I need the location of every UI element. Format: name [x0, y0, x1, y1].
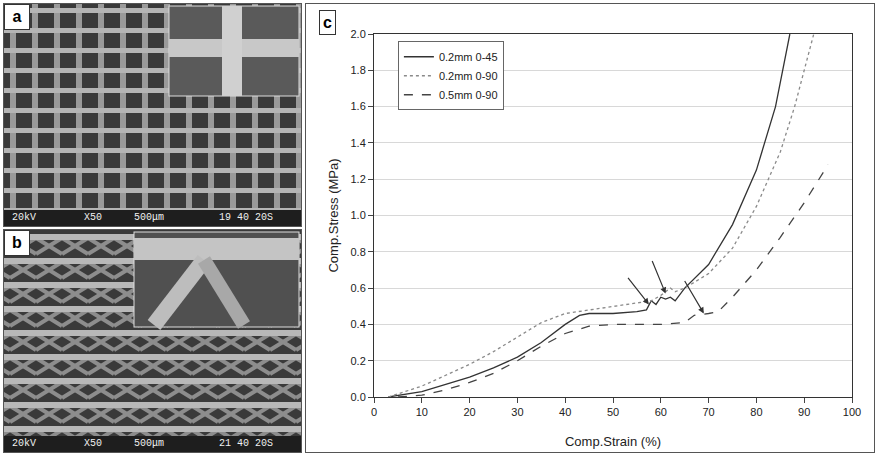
svg-text:1.8: 1.8: [351, 64, 366, 76]
svg-text:0.6: 0.6: [351, 282, 366, 294]
svg-text:60: 60: [655, 406, 667, 418]
svg-text:1.0: 1.0: [351, 209, 366, 221]
svg-text:90: 90: [798, 406, 810, 418]
html-text:a: a: [12, 8, 22, 25]
svg-text:10: 10: [416, 406, 428, 418]
html-text:19 40 20S: 19 40 20S: [219, 212, 273, 223]
svg-text:40: 40: [559, 406, 571, 418]
html-text:b: b: [12, 234, 22, 251]
svg-text:0.5mm 0-90: 0.5mm 0-90: [439, 89, 498, 101]
svg-text:50: 50: [607, 406, 619, 418]
html-text:20kV: 20kV: [12, 212, 36, 223]
svg-text:0: 0: [371, 406, 377, 418]
svg-text:Comp.Strain (%): Comp.Strain (%): [565, 434, 661, 449]
svg-text:0.4: 0.4: [351, 318, 366, 330]
svg-text:70: 70: [702, 406, 714, 418]
svg-text:0.2: 0.2: [351, 355, 366, 367]
svg-text:20: 20: [463, 406, 475, 418]
svg-text:2.0: 2.0: [351, 28, 366, 40]
svg-text:30: 30: [511, 406, 523, 418]
svg-text:1.2: 1.2: [351, 173, 366, 185]
svg-text:0.0: 0.0: [351, 391, 366, 403]
html-text:21 40 20S: 21 40 20S: [219, 438, 273, 449]
svg-text:0.2mm 0-45: 0.2mm 0-45: [439, 51, 498, 63]
html-text:500μm: 500μm: [134, 438, 164, 449]
html-text:20kV: 20kV: [12, 438, 36, 449]
svg-text:1.4: 1.4: [351, 137, 366, 149]
html-text:X50: X50: [84, 212, 102, 223]
svg-text:1.6: 1.6: [351, 100, 366, 112]
svg-text:100: 100: [843, 406, 861, 418]
svg-text:Comp.Stress (MPa): Comp.Stress (MPa): [326, 158, 341, 272]
svg-text:0.2mm 0-90: 0.2mm 0-90: [439, 70, 498, 82]
svg-text:0.8: 0.8: [351, 246, 366, 258]
html-text:500μm: 500μm: [134, 212, 164, 223]
svg-text:c: c: [323, 14, 332, 31]
svg-text:80: 80: [750, 406, 762, 418]
html-text:X50: X50: [84, 438, 102, 449]
